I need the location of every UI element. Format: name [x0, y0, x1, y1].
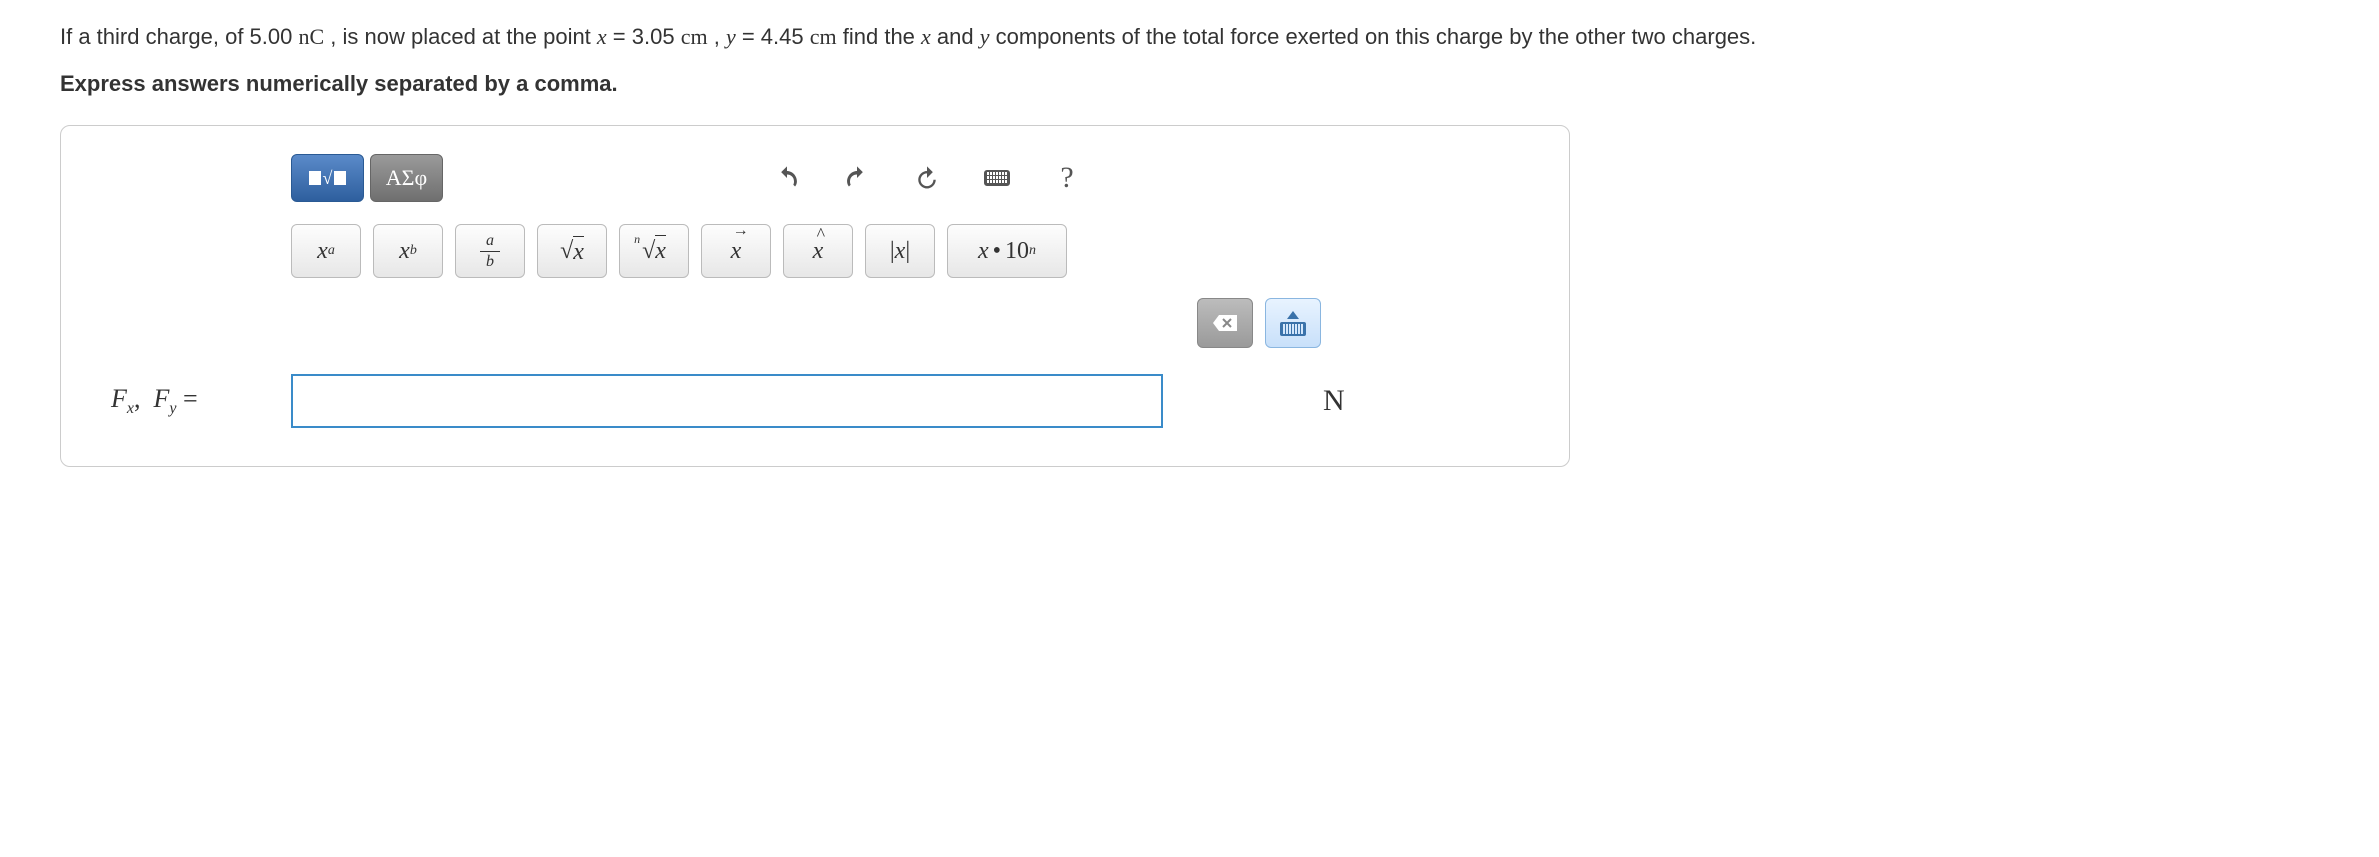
x-var: x [597, 24, 607, 49]
subscript-button[interactable]: xb [373, 224, 443, 278]
vector-label: x [731, 238, 742, 265]
keyboard-icon [984, 170, 1010, 186]
label-sub1: x [127, 400, 134, 417]
answer-row: Fx, Fy = N [91, 374, 1539, 428]
toolbar-row-edit [291, 298, 1321, 348]
expand-keyboard-button[interactable] [1265, 298, 1321, 348]
undo-icon [773, 164, 801, 192]
keyboard-button[interactable] [971, 157, 1023, 199]
question-prefix: If a third charge, of [60, 24, 250, 49]
greek-label: ΑΣφ [386, 165, 427, 191]
len-unit1: cm [681, 24, 708, 49]
eq2: = [736, 24, 761, 49]
reset-icon [913, 164, 941, 192]
expand-kbd-icon [1280, 322, 1306, 336]
toolbar-row-tools: xa xb a b √x n √x x x [291, 224, 1539, 278]
fraction-button[interactable]: a b [455, 224, 525, 278]
label-F1: F [111, 384, 127, 413]
y-var2: y [980, 24, 990, 49]
len-unit2: cm [810, 24, 837, 49]
toolbar-row-modes: √ ΑΣφ ? [291, 154, 1539, 202]
label-sub2: y [169, 400, 176, 417]
help-label: ? [1060, 161, 1073, 195]
sqrt-button[interactable]: √x [537, 224, 607, 278]
greek-mode-button[interactable]: ΑΣφ [370, 154, 443, 202]
y-val: 4.45 [761, 24, 804, 49]
help-button[interactable]: ? [1041, 157, 1093, 199]
nroot-n: n [634, 232, 640, 247]
redo-icon [843, 164, 871, 192]
redo-button[interactable] [831, 157, 883, 199]
math-mode-button[interactable]: √ [291, 154, 364, 202]
sci-x: x [978, 238, 989, 265]
math-template-icon: √ [309, 168, 347, 189]
hat-label: x [813, 238, 824, 265]
frac-den: b [486, 254, 494, 270]
sup-base: x [317, 238, 328, 265]
instruction-text: Express answers numerically separated by… [60, 71, 2319, 97]
frac-num: a [480, 233, 500, 252]
label-F2: F [154, 384, 170, 413]
y-var: y [726, 24, 736, 49]
answer-container: √ ΑΣφ ? [60, 125, 1570, 467]
charge-value: 5.00 [250, 24, 293, 49]
sci-exp: n [1029, 243, 1036, 259]
nroot-wrap: n √x [642, 238, 666, 265]
sci-dot: • [993, 238, 1001, 265]
q-suffix: components of the total force exerted on… [990, 24, 1757, 49]
abs-button[interactable]: |x| [865, 224, 935, 278]
answer-label: Fx, Fy = [91, 384, 291, 418]
sci-ten: 10 [1005, 238, 1029, 265]
sub-base: x [399, 238, 410, 265]
hat-button[interactable]: x [783, 224, 853, 278]
answer-input[interactable] [291, 374, 1163, 428]
sqrt-label: √ [560, 238, 573, 265]
sub-sub: b [410, 243, 417, 259]
sqrt-x: x [573, 236, 584, 266]
label-comma: , [134, 384, 147, 413]
reset-button[interactable] [901, 157, 953, 199]
question-text: If a third charge, of 5.00 nC , is now p… [60, 20, 2319, 53]
nth-root-button[interactable]: n √x [619, 224, 689, 278]
unit-label: N [1323, 384, 1345, 418]
backspace-button[interactable] [1197, 298, 1253, 348]
label-eq: = [177, 384, 198, 413]
charge-unit: nC [299, 24, 325, 49]
sep: , [708, 24, 726, 49]
q-mid1: , is now placed at the point [324, 24, 597, 49]
q-and: and [931, 24, 980, 49]
superscript-button[interactable]: xa [291, 224, 361, 278]
x-var2: x [921, 24, 931, 49]
undo-button[interactable] [761, 157, 813, 199]
backspace-icon [1211, 313, 1239, 333]
toolbar: √ ΑΣφ ? [291, 154, 1539, 348]
sup-exp: a [328, 243, 335, 259]
vector-button[interactable]: x [701, 224, 771, 278]
eq1: = [607, 24, 632, 49]
x-val: 3.05 [632, 24, 675, 49]
expand-arrow-icon [1287, 311, 1299, 319]
scientific-notation-button[interactable]: x•10n [947, 224, 1067, 278]
q-mid2: find the [837, 24, 921, 49]
